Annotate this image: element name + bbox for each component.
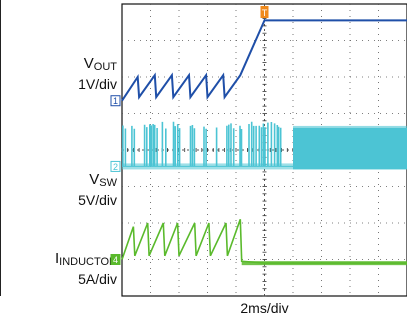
vout-name: V: [83, 55, 94, 72]
vout-line: [121, 19, 407, 102]
timebase-label: 2ms/div: [240, 300, 289, 316]
vsw-ringing-edge: [293, 125, 407, 129]
trigger-marker-text: T: [262, 8, 268, 18]
iind-subscript: INDUCTOR: [59, 256, 117, 268]
inductor-current-trace: [121, 219, 407, 266]
iind-flat-band: [241, 261, 407, 266]
vsw-burst-region-2: [293, 127, 407, 170]
trigger-marker: [260, 6, 269, 18]
vsw-name: V: [89, 171, 100, 188]
iind-name: I: [54, 250, 60, 267]
vsw-burst-region-1: [122, 121, 293, 167]
vsw-baseline-band: [122, 163, 293, 170]
ch1-marker-text: 1: [113, 96, 118, 106]
ch2-marker: [110, 160, 121, 172]
channel-markers: T 1 2 4: [110, 6, 269, 265]
ch4-marker-text: 4: [113, 255, 118, 265]
ch1-marker: [110, 95, 121, 107]
ch4-marker: [110, 254, 121, 265]
ch2-marker-text: 2: [113, 162, 118, 172]
inductor-current-label: IINDUCTOR 5A/div: [55, 250, 117, 288]
vout-trace: [121, 19, 407, 102]
vsw-scale: 5V/div: [78, 192, 117, 208]
iind-scale: 5A/div: [78, 271, 117, 287]
iind-line: [121, 219, 407, 264]
vsw-trace: [122, 121, 407, 170]
vout-subscript: OUT: [93, 61, 117, 73]
vsw-label: VSW 5V/div: [78, 171, 117, 209]
vsw-subscript: SW: [99, 177, 117, 189]
vout-scale: 1V/div: [78, 76, 117, 92]
vout-label: VOUT 1V/div: [78, 55, 117, 93]
left-border-line: [0, 0, 1, 296]
